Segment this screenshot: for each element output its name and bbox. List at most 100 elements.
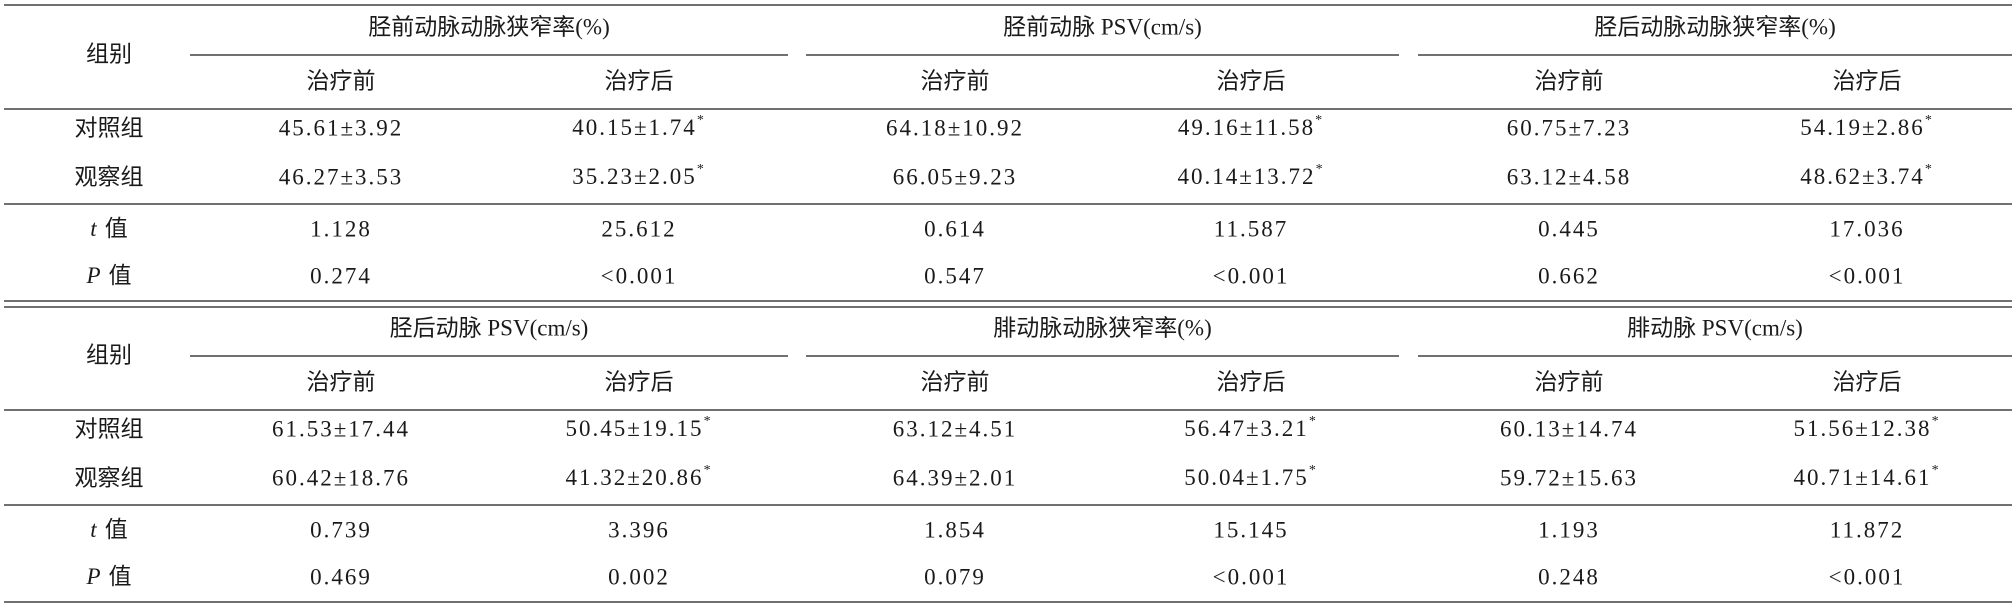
sub-header: 治疗后 <box>1217 369 1286 394</box>
cell: 0.002 <box>608 564 670 589</box>
cell: 1.193 <box>1538 517 1600 542</box>
sub-header: 治疗前 <box>307 68 376 93</box>
significance-mark: * <box>1932 414 1941 429</box>
cell: <0.001 <box>1829 263 1906 288</box>
sub-header: 治疗前 <box>921 68 990 93</box>
significance-mark: * <box>1932 463 1941 478</box>
significance-mark: * <box>1309 414 1318 429</box>
cell: 56.47±3.21* <box>1184 414 1318 441</box>
cell: 0.614 <box>924 216 986 241</box>
significance-mark: * <box>704 463 713 478</box>
cell: 15.145 <box>1213 517 1288 542</box>
cell: 63.12±4.58 <box>1507 164 1632 189</box>
cell: 48.62±3.74* <box>1800 162 1934 189</box>
cell: 66.05±9.23 <box>893 164 1018 189</box>
stat-name: 值 <box>109 564 132 589</box>
cell: 0.079 <box>924 564 986 589</box>
significance-mark: * <box>1316 162 1325 177</box>
group-label: 组别 <box>86 41 132 66</box>
group-title: 腓动脉动脉狭窄率(%) <box>993 315 1211 340</box>
cell: 40.14±13.72* <box>1177 162 1324 189</box>
cell: 11.587 <box>1214 216 1288 241</box>
sub-header: 治疗后 <box>1217 68 1286 93</box>
cell: <0.001 <box>1213 263 1290 288</box>
row-label: 对照组 <box>75 416 144 441</box>
stat-symbol: t <box>90 216 97 241</box>
cell: 17.036 <box>1829 216 1904 241</box>
cell: 50.04±1.75* <box>1184 463 1318 490</box>
cell: 1.128 <box>310 216 372 241</box>
cell: 63.12±4.51 <box>893 416 1018 441</box>
cell-value: 48.62±3.74 <box>1800 164 1925 189</box>
cell-value: 56.47±3.21 <box>1184 416 1309 441</box>
cell-value: 50.04±1.75 <box>1184 465 1309 490</box>
significance-mark: * <box>1925 162 1934 177</box>
cell: 35.23±2.05* <box>572 162 706 189</box>
sub-header: 治疗后 <box>1833 68 1902 93</box>
cell: 40.71±14.61* <box>1793 463 1940 490</box>
sub-header: 治疗前 <box>1535 68 1604 93</box>
group-title: 胫后动脉 PSV(cm/s) <box>390 315 589 340</box>
cell: 0.662 <box>1538 263 1600 288</box>
cell: 64.18±10.92 <box>886 115 1024 140</box>
sub-header: 治疗前 <box>921 369 990 394</box>
cell: 40.15±1.74* <box>572 113 706 140</box>
cell: 41.32±20.86* <box>565 463 712 490</box>
cell: 50.45±19.15* <box>565 414 712 441</box>
cell: 59.72±15.63 <box>1500 465 1638 490</box>
group-title: 腓动脉 PSV(cm/s) <box>1627 315 1803 340</box>
cell-value: 50.45±19.15 <box>565 416 703 441</box>
cell: 0.445 <box>1538 216 1600 241</box>
cell-value: 40.14±13.72 <box>1177 164 1315 189</box>
group-title: 胫前动脉动脉狭窄率(%) <box>368 14 609 39</box>
stat-name: 值 <box>105 216 128 241</box>
row-label: 观察组 <box>75 164 144 189</box>
cell: 1.854 <box>924 517 986 542</box>
cell: 61.53±17.44 <box>272 416 410 441</box>
group-label: 组别 <box>86 342 132 367</box>
row-label: 对照组 <box>75 115 144 140</box>
cell-value: 41.32±20.86 <box>565 465 703 490</box>
cell: <0.001 <box>601 263 678 288</box>
sub-header: 治疗后 <box>605 369 674 394</box>
cell: 0.547 <box>924 263 986 288</box>
cell: 25.612 <box>601 216 676 241</box>
stat-symbol: P <box>85 564 100 589</box>
cell: <0.001 <box>1829 564 1906 589</box>
significance-mark: * <box>1925 113 1934 128</box>
sub-header: 治疗前 <box>1535 369 1604 394</box>
sub-header: 治疗后 <box>1833 369 1902 394</box>
cell-value: 49.16±11.58 <box>1178 115 1315 140</box>
cell: 3.396 <box>608 517 670 542</box>
stat-symbol: P <box>85 263 100 288</box>
group-title: 胫后动脉动脉狭窄率(%) <box>1594 14 1835 39</box>
cell: 0.739 <box>310 517 372 542</box>
cell: 46.27±3.53 <box>279 164 404 189</box>
cell: 64.39±2.01 <box>893 465 1018 490</box>
significance-mark: * <box>704 414 713 429</box>
cell: 0.274 <box>310 263 372 288</box>
cell: <0.001 <box>1213 564 1290 589</box>
significance-mark: * <box>1315 113 1324 128</box>
cell: 49.16±11.58* <box>1178 113 1324 140</box>
cell-value: 40.71±14.61 <box>1793 465 1931 490</box>
stat-symbol: t <box>90 517 97 542</box>
sub-header: 治疗前 <box>307 369 376 394</box>
significance-mark: * <box>697 162 706 177</box>
cell: 60.42±18.76 <box>272 465 410 490</box>
sub-header: 治疗后 <box>605 68 674 93</box>
significance-mark: * <box>1309 463 1318 478</box>
stat-name: 值 <box>109 263 132 288</box>
stat-name: 值 <box>105 517 128 542</box>
cell: 60.13±14.74 <box>1500 416 1638 441</box>
cell: 54.19±2.86* <box>1800 113 1934 140</box>
cell: 45.61±3.92 <box>279 115 404 140</box>
group-title: 胫前动脉 PSV(cm/s) <box>1003 14 1202 39</box>
row-label: 观察组 <box>75 465 144 490</box>
cell-value: 51.56±12.38 <box>1793 416 1931 441</box>
